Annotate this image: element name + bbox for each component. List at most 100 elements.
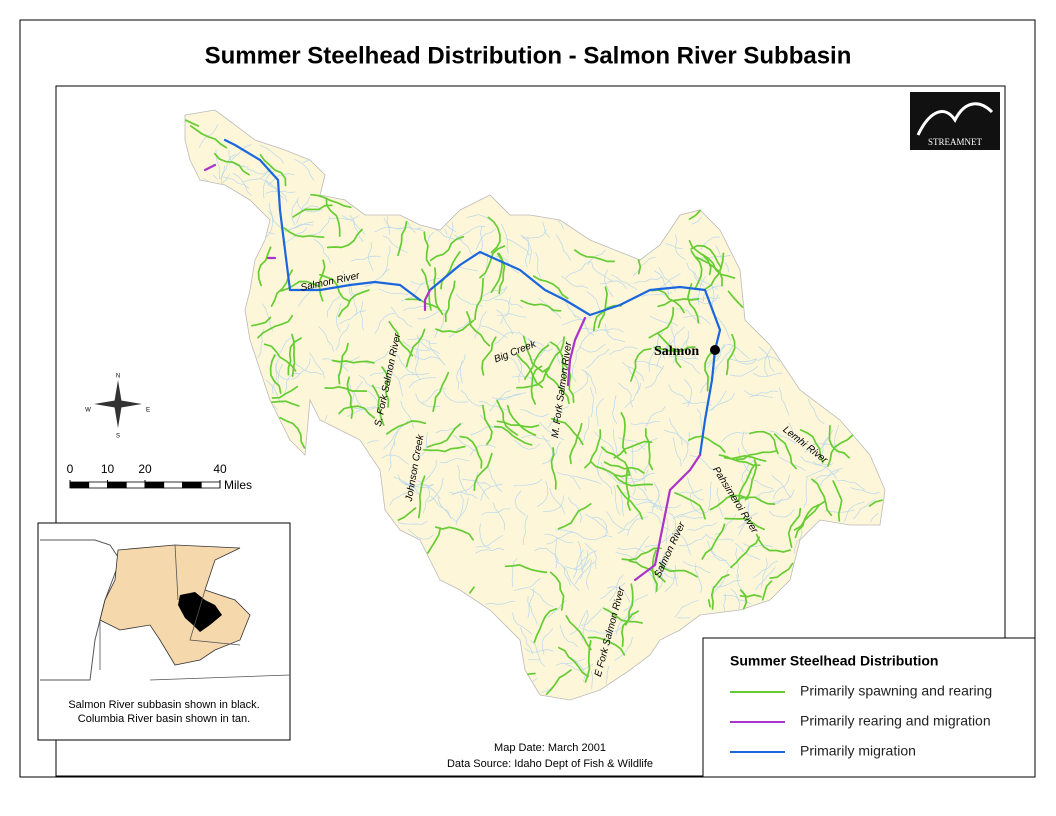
minor-stream — [591, 262, 614, 283]
minor-stream — [569, 610, 588, 635]
minor-stream — [837, 480, 866, 491]
minor-stream — [564, 558, 591, 571]
tributary — [385, 420, 427, 435]
minor-stream — [771, 474, 792, 498]
minor-stream — [577, 540, 583, 572]
minor-stream — [645, 365, 665, 389]
city-label: Salmon — [654, 344, 699, 359]
compass: N E S W — [85, 374, 150, 440]
scale-segment — [125, 481, 146, 489]
minor-stream — [690, 296, 721, 300]
minor-stream — [596, 446, 606, 476]
minor-stream — [572, 353, 577, 383]
minor-stream — [520, 229, 547, 239]
minor-stream — [613, 485, 620, 515]
tributary — [550, 341, 566, 381]
tributary — [799, 429, 824, 464]
minor-stream — [212, 174, 218, 180]
minor-stream — [800, 456, 829, 466]
tributary — [687, 435, 726, 453]
minor-stream — [430, 496, 452, 519]
tributary — [184, 119, 200, 127]
scale-segment — [182, 481, 202, 489]
tributary — [257, 246, 272, 287]
minor-stream — [671, 324, 677, 355]
tributary — [727, 290, 744, 308]
legend-box — [702, 637, 1036, 778]
tributary — [459, 435, 483, 469]
minor-stream — [612, 395, 618, 425]
minor-stream — [221, 165, 225, 184]
minor-stream — [492, 502, 505, 531]
minor-stream — [604, 467, 629, 485]
minor-stream — [496, 392, 527, 400]
minor-stream — [445, 224, 457, 233]
minor-stream — [389, 487, 414, 506]
minor-stream — [434, 229, 463, 241]
tributary — [189, 125, 228, 149]
minor-stream — [556, 219, 565, 230]
minor-stream — [682, 432, 690, 462]
minor-stream — [329, 215, 360, 221]
minor-stream — [402, 340, 431, 351]
scale-segment — [163, 481, 183, 489]
tributary — [613, 440, 653, 459]
tributary — [738, 462, 757, 502]
minor-stream — [643, 462, 651, 492]
minor-stream — [448, 491, 478, 499]
minor-stream — [480, 483, 503, 502]
minor-stream — [428, 340, 446, 366]
tributary — [701, 523, 726, 560]
tributary — [718, 454, 761, 467]
tributary — [648, 306, 675, 339]
minor-stream — [265, 379, 284, 404]
compass-letter: N — [116, 374, 120, 380]
tributary — [250, 316, 272, 327]
minor-stream — [743, 390, 773, 398]
inset-caption: Columbia River basin shown in tan. — [78, 713, 250, 725]
minor-stream — [623, 594, 649, 612]
tributary — [433, 267, 440, 311]
minor-stream — [232, 173, 253, 196]
minor-stream — [482, 285, 508, 301]
tributary — [621, 610, 639, 648]
tributary — [832, 480, 843, 522]
minor-stream — [561, 316, 591, 326]
scale-unit: Miles — [224, 478, 252, 492]
tributary — [426, 423, 462, 448]
minor-stream — [617, 547, 647, 554]
coast — [40, 539, 121, 681]
scale-tick-label: 20 — [138, 462, 152, 476]
tributary — [603, 607, 643, 624]
minor-stream — [351, 255, 381, 262]
minor-stream — [628, 366, 640, 394]
tributary — [545, 669, 572, 696]
tributary — [701, 253, 736, 279]
minor-stream — [479, 401, 508, 411]
tributary — [520, 299, 562, 312]
minor-stream — [743, 543, 773, 548]
scale-tick-label: 0 — [67, 462, 74, 476]
minor-stream — [448, 221, 454, 240]
minor-stream — [808, 443, 838, 448]
tributary — [573, 249, 616, 263]
minor-stream — [444, 228, 448, 235]
minor-stream — [494, 298, 524, 309]
minor-stream — [573, 314, 595, 336]
minor-stream — [788, 422, 809, 446]
tributary — [543, 369, 570, 405]
minor-stream — [507, 356, 526, 381]
salmon-subbasin — [178, 592, 222, 632]
minor-stream — [455, 493, 464, 523]
legend-title: Summer Steelhead Distribution — [730, 653, 938, 669]
minor-stream — [457, 225, 486, 238]
minor-stream — [474, 311, 487, 339]
minor-stream — [381, 454, 409, 465]
minor-stream — [282, 227, 308, 245]
minor-stream — [542, 441, 561, 465]
minor-stream — [584, 513, 609, 534]
minor-stream — [352, 406, 383, 411]
minor-stream — [513, 479, 543, 487]
minor-stream — [259, 145, 284, 164]
tributary — [434, 526, 474, 541]
